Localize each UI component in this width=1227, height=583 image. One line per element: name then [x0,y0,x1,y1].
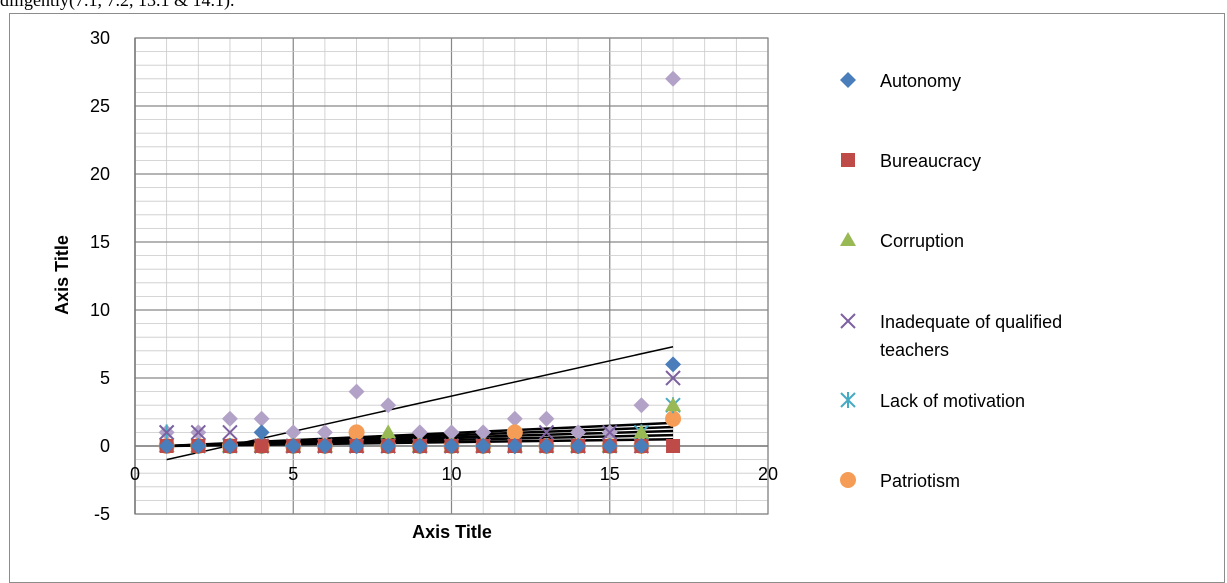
y-tick-label: 25 [90,96,110,116]
data-point [665,356,682,373]
y-tick-label: 10 [90,300,110,320]
context-text: diligently(7.1, 7.2, 13.1 & 14.1). [0,0,235,10]
legend-marker [840,72,856,88]
data-point [665,70,682,87]
data-point [538,410,555,427]
series-autonomy [158,356,682,454]
legend-marker [841,153,855,167]
x-axis-title: Axis Title [412,522,492,542]
data-point [348,424,365,441]
data-point [190,424,207,441]
legend: Autonomy Bureaucracy Corruption Inadequate … [840,71,1062,491]
legend-marker [840,472,856,488]
x-tick-label: 15 [600,464,620,484]
data-point [222,424,238,441]
data-point [506,424,523,441]
legend-item: Bureaucracy [841,151,981,171]
legend-item: Inadequate of qualified teachers [840,312,1062,360]
data-point [285,424,302,441]
data-point [570,424,587,441]
y-tick-label: 30 [90,28,110,48]
legend-label: Lack of motivation [880,391,1025,411]
data-point [285,438,302,454]
data-point [158,424,175,441]
tick-labels: 0 5 10 15 20 -5 0 5 10 15 20 25 30 [90,28,778,524]
data-point [633,424,650,439]
data-point [253,424,270,441]
y-tick-label: 15 [90,232,110,252]
data-point [316,424,333,441]
data-point [666,439,681,453]
y-axis-title: Axis Title [52,235,72,315]
data-point [665,410,682,427]
legend-item: Corruption [840,231,964,251]
data-point [254,439,269,453]
legend-label: Bureaucracy [880,151,981,171]
data-point [601,438,618,454]
y-tick-label: -5 [94,504,110,524]
data-point [190,438,207,454]
legend-label-line: Inadequate of qualified [880,312,1062,332]
data-point [411,438,428,454]
legend-marker [840,392,856,408]
data-point [475,438,492,454]
data-point [633,397,650,414]
data-point [380,424,397,439]
data-point [411,424,428,441]
legend-label: Corruption [880,231,964,251]
data-point [602,424,618,441]
legend-item: Patriotism [840,471,960,491]
legend-label: Autonomy [880,71,961,91]
data-point [538,438,555,454]
data-point [221,438,238,454]
data-point [570,438,587,454]
data-point [316,438,333,454]
data-point [665,397,682,412]
data-point [221,410,238,427]
data-point [443,438,460,454]
legend-label: Inadequate of qualified teachers [880,312,1062,360]
data-point [348,383,365,400]
data-point [158,438,175,454]
data-point [633,438,650,454]
data-point [348,438,365,454]
data-point [443,424,460,441]
data-point [538,424,555,441]
data-point [506,410,523,427]
legend-marker [840,232,856,246]
data-point [380,397,397,414]
legend-item: Autonomy [840,71,961,91]
data-points [158,70,682,454]
x-tick-label: 5 [288,464,298,484]
legend-marker [840,313,856,329]
legend-item: Lack of motivation [840,391,1025,411]
legend-label: Patriotism [880,471,960,491]
data-point [253,410,270,427]
y-tick-label: 0 [100,436,110,456]
y-tick-label: 20 [90,164,110,184]
x-tick-label: 0 [130,464,140,484]
y-tick-label: 5 [100,368,110,388]
x-tick-label: 10 [441,464,461,484]
data-point [380,438,397,454]
data-point [475,424,492,441]
legend-label-line: teachers [880,340,949,360]
data-point [665,370,681,386]
trendline [166,345,674,461]
x-tick-label: 20 [758,464,778,484]
data-point [506,438,523,454]
